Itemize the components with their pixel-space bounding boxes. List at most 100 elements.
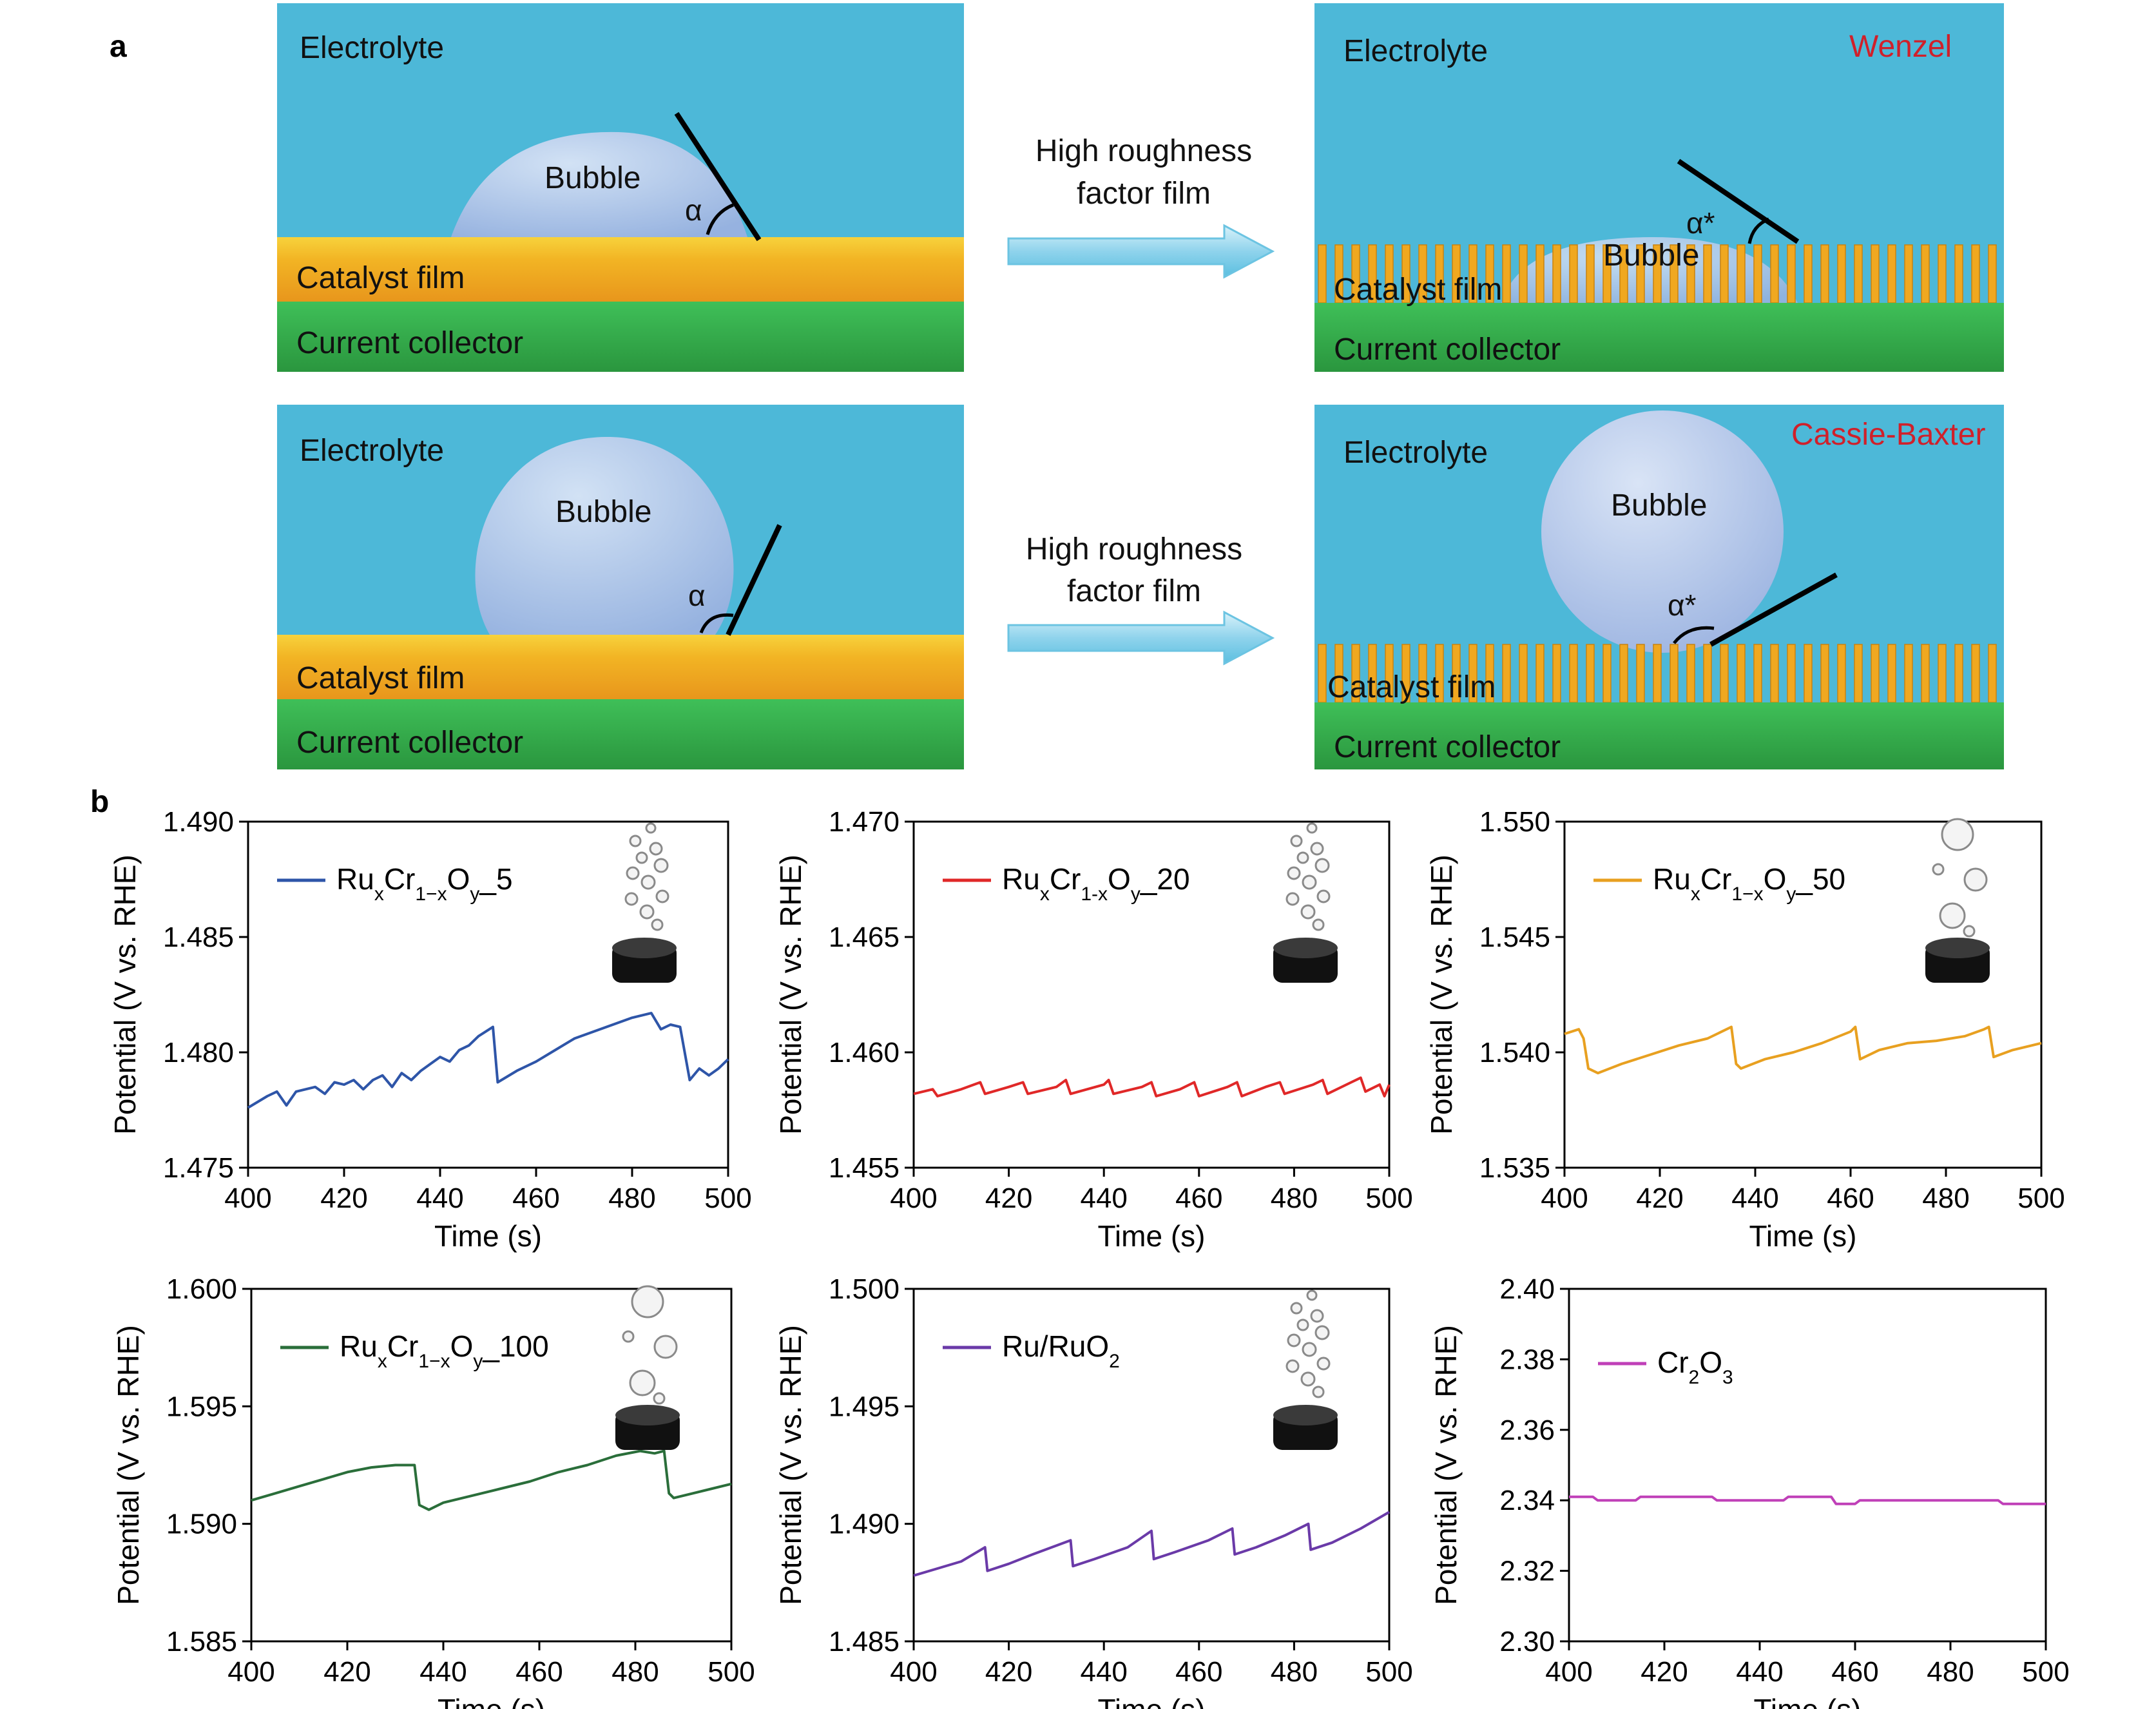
chart-6: 400 420 440 460 480 500 2.30 2.32 2.34 2.36 2.38 2.… bbox=[1429, 1273, 2070, 1709]
bubble-icon bbox=[626, 866, 640, 880]
electrolyte-label: Electrolyte bbox=[1343, 34, 1488, 68]
sample-puck-top bbox=[1925, 938, 1990, 958]
y-tick-label: 1.500 bbox=[829, 1273, 900, 1305]
catalyst-pillar bbox=[1887, 244, 1896, 304]
bubble-label: Bubble bbox=[1603, 238, 1699, 273]
catalyst-pillar bbox=[1854, 644, 1863, 703]
bubble-icon bbox=[1316, 1357, 1331, 1371]
bubble-icon bbox=[1285, 892, 1300, 906]
bubble-icon bbox=[1290, 835, 1303, 847]
x-tick-label: 420 bbox=[1641, 1656, 1688, 1688]
bubble-icon bbox=[1312, 918, 1325, 931]
bubble-icon bbox=[1941, 818, 1974, 851]
catalyst-pillar bbox=[1686, 644, 1695, 703]
contact-angle-line bbox=[1677, 159, 1800, 244]
bubble-shape bbox=[451, 131, 747, 237]
bubble-icon bbox=[1314, 1325, 1330, 1340]
bubble-icon bbox=[639, 904, 655, 920]
catalyst-pillar bbox=[1720, 244, 1729, 304]
y-tick-label: 1.465 bbox=[829, 922, 900, 953]
x-tick-label: 480 bbox=[1271, 1183, 1318, 1214]
y-tick-label: 1.460 bbox=[829, 1037, 900, 1068]
catalyst-pillar bbox=[1603, 644, 1612, 703]
x-tick-label: 460 bbox=[1175, 1656, 1222, 1688]
catalyst-pillar bbox=[1770, 644, 1779, 703]
y-axis-label: Potential (V vs. RHE) bbox=[108, 854, 142, 1135]
catalyst-pillar bbox=[1820, 644, 1829, 703]
bubble-icon bbox=[1963, 867, 1988, 892]
scene-cassie-baxter: Electrolyte Cassie-Baxter Bubble α* Cata… bbox=[1314, 405, 2004, 769]
legend-label: RuxCr1−xOy_100 bbox=[340, 1329, 549, 1372]
x-tick-label: 420 bbox=[985, 1656, 1032, 1688]
model-name-label: Cassie-Baxter bbox=[1791, 418, 1985, 452]
contact-angle-arc bbox=[706, 203, 734, 235]
x-tick-label: 460 bbox=[1827, 1183, 1874, 1214]
sample-puck-top bbox=[1273, 1405, 1338, 1425]
x-tick-label: 460 bbox=[1175, 1183, 1222, 1214]
bubble-icon bbox=[653, 858, 669, 873]
catalyst-pillar bbox=[1971, 244, 1980, 304]
scene-smooth-top: Electrolyte Bubble α Catalyst film Curre… bbox=[277, 3, 964, 372]
catalyst-pillar bbox=[1502, 644, 1511, 703]
bubble-label: Bubble bbox=[1611, 488, 1707, 523]
catalyst-pillar bbox=[1619, 644, 1628, 703]
bubble-icon bbox=[624, 892, 639, 906]
electrolyte-label: Electrolyte bbox=[300, 31, 444, 65]
series-line bbox=[1564, 1025, 2042, 1075]
contact-angle-arc bbox=[699, 613, 734, 633]
arrow-text-line2: factor film bbox=[1077, 177, 1211, 211]
y-tick-label: 1.545 bbox=[1479, 922, 1550, 953]
catalyst-film-label: Catalyst film bbox=[296, 661, 465, 695]
bubble-icon bbox=[1932, 863, 1945, 876]
transition-arrow-bottom: High roughness factor film bbox=[1007, 532, 1275, 666]
electrolyte-label: Electrolyte bbox=[300, 434, 444, 468]
x-tick-label: 420 bbox=[320, 1183, 367, 1214]
x-tick-label: 440 bbox=[1736, 1656, 1783, 1688]
x-axis-label: Time (s) bbox=[434, 1219, 542, 1253]
angle-label: α* bbox=[1668, 588, 1697, 622]
catalyst-pillar bbox=[1787, 244, 1796, 304]
y-tick-label: 2.34 bbox=[1499, 1485, 1555, 1516]
x-axis-label: Time (s) bbox=[438, 1693, 545, 1709]
x-tick-label: 500 bbox=[1365, 1656, 1412, 1688]
catalyst-pillar bbox=[1703, 244, 1712, 304]
catalyst-pillar bbox=[1552, 644, 1561, 703]
y-tick-label: 2.30 bbox=[1499, 1626, 1555, 1657]
bubble-icon bbox=[1306, 822, 1318, 834]
x-tick-label: 400 bbox=[1545, 1656, 1592, 1688]
y-tick-label: 1.535 bbox=[1479, 1152, 1550, 1184]
plot-frame bbox=[1568, 1288, 2047, 1643]
y-tick-label: 1.490 bbox=[829, 1509, 900, 1540]
y-tick-label: 1.485 bbox=[163, 922, 234, 953]
legend-label: RuxCr1−xOy_50 bbox=[1653, 862, 1845, 905]
x-tick-label: 400 bbox=[227, 1656, 274, 1688]
catalyst-pillar bbox=[1519, 644, 1528, 703]
sample-puck-top bbox=[1273, 938, 1338, 958]
bubble-icon bbox=[655, 889, 669, 903]
legend-label: RuxCr1−xOy_5 bbox=[336, 862, 513, 905]
x-tick-label: 400 bbox=[890, 1656, 937, 1688]
chart-2: 400 420 440 460 480 500 1.455 1.460 1.465 1.470 Ti… bbox=[774, 806, 1413, 1253]
catalyst-pillar bbox=[1871, 644, 1880, 703]
bubble-icon bbox=[1310, 1309, 1324, 1323]
catalyst-film-layer bbox=[277, 237, 964, 302]
x-tick-label: 440 bbox=[1080, 1656, 1127, 1688]
arrow-text-line1: High roughness bbox=[1026, 532, 1242, 566]
bubble-icon bbox=[1290, 1302, 1303, 1315]
x-tick-label: 440 bbox=[419, 1656, 467, 1688]
bubble-icon bbox=[1316, 889, 1331, 903]
y-tick-label: 2.38 bbox=[1499, 1344, 1555, 1375]
plot-frame bbox=[912, 1288, 1391, 1643]
scene-wenzel: Electrolyte Wenzel Bubble α* Catalyst fi… bbox=[1314, 3, 2004, 372]
arrow-icon bbox=[1007, 610, 1275, 666]
chart-5: 400 420 440 460 480 500 1.485 1.490 1.495 1.500 Ti… bbox=[774, 1273, 1413, 1709]
catalyst-film-layer bbox=[277, 635, 964, 699]
series-line bbox=[1569, 1495, 2046, 1505]
series-line bbox=[913, 1076, 1391, 1097]
y-tick-label: 2.40 bbox=[1499, 1273, 1555, 1305]
catalyst-pillar bbox=[1502, 244, 1511, 304]
catalyst-pillar bbox=[1904, 644, 1913, 703]
arrow-icon bbox=[1007, 224, 1275, 279]
catalyst-pillar bbox=[1837, 244, 1846, 304]
catalyst-pillar bbox=[1988, 644, 1997, 703]
